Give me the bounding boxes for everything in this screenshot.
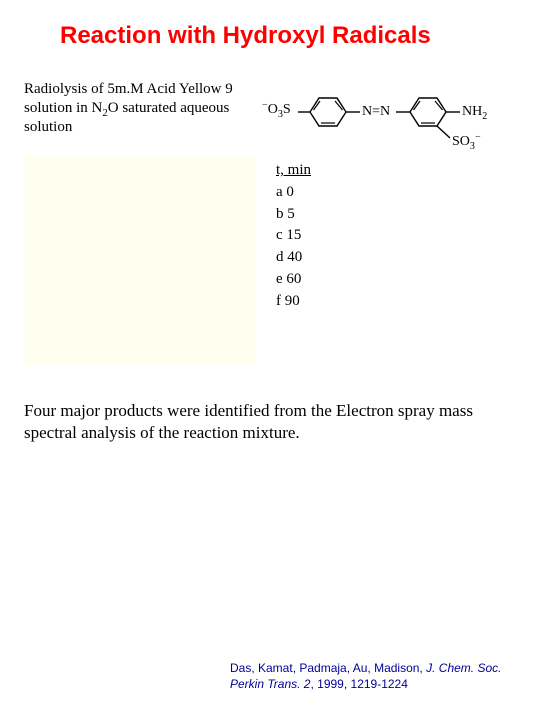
timepoint-row: d 40 xyxy=(276,247,311,269)
label-nh2: NH2 xyxy=(462,104,487,120)
timepoint-row: b 5 xyxy=(276,204,311,226)
spectrum-placeholder xyxy=(24,155,256,365)
label-o3s: −O3S xyxy=(262,102,291,118)
description-text: Radiolysis of 5m.M Acid Yellow 9 solutio… xyxy=(24,80,244,136)
ring-left xyxy=(310,98,346,126)
body-text: Four major products were identified from… xyxy=(24,400,516,444)
ring-right xyxy=(410,98,446,126)
label-so3: SO3− xyxy=(452,134,481,150)
timepoints-list: t, min a 0b 5c 15d 40e 60f 90 xyxy=(276,160,311,312)
citation-authors: Das, Kamat, Padmaja, Au, Madison, xyxy=(230,661,426,675)
citation: Das, Kamat, Padmaja, Au, Madison, J. Che… xyxy=(230,660,526,692)
timepoint-row: a 0 xyxy=(276,182,311,204)
timepoint-row: e 60 xyxy=(276,269,311,291)
chemical-structure: −O3S N=N NH2 SO3− xyxy=(262,88,528,148)
timepoint-row: f 90 xyxy=(276,291,311,313)
label-azo: N=N xyxy=(362,104,390,120)
timepoint-row: c 15 xyxy=(276,225,311,247)
page-title: Reaction with Hydroxyl Radicals xyxy=(60,22,431,50)
citation-rest: , 1999, 1219-1224 xyxy=(310,677,407,691)
timepoints-header: t, min xyxy=(276,160,311,182)
